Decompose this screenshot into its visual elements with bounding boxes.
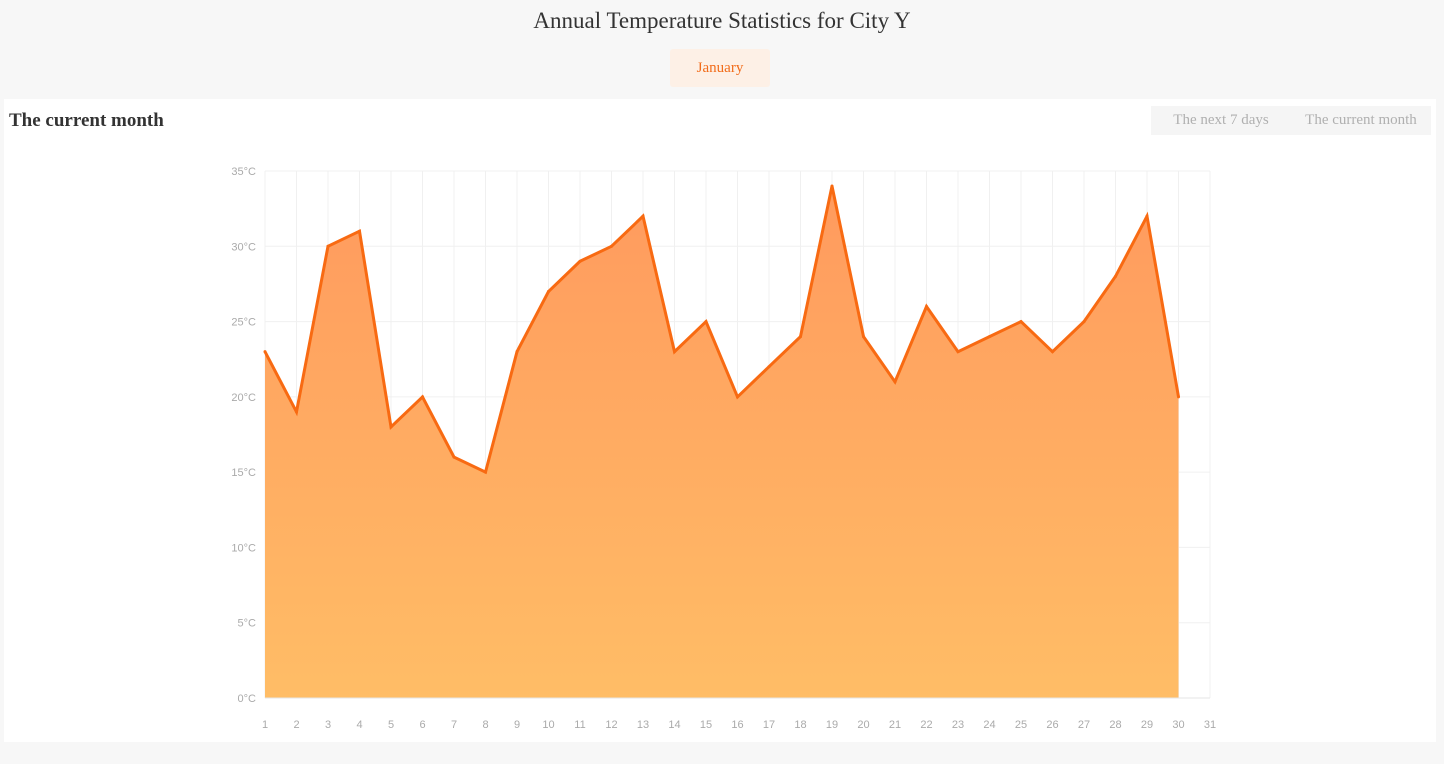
data-point <box>1051 350 1054 354</box>
x-tick-label: 21 <box>889 719 901 731</box>
data-point <box>925 305 928 309</box>
x-tick-label: 5 <box>388 719 394 731</box>
data-point <box>767 365 771 369</box>
data-point <box>641 214 645 218</box>
data-point <box>358 229 361 233</box>
x-tick-label: 10 <box>542 719 554 731</box>
x-tick-label: 3 <box>325 719 331 731</box>
x-tick-label: 15 <box>700 719 712 731</box>
x-tick-label: 8 <box>482 719 488 731</box>
x-tick-label: 23 <box>952 719 964 731</box>
data-point <box>1145 214 1149 218</box>
x-tick-label: 18 <box>794 719 806 731</box>
data-point <box>578 259 582 263</box>
data-point <box>956 350 960 354</box>
data-point <box>515 350 519 354</box>
series-line <box>263 185 1180 475</box>
x-tick-label: 7 <box>451 719 457 731</box>
panel-title: The current month <box>9 110 164 131</box>
x-tick-label: 12 <box>605 719 617 731</box>
data-point <box>421 395 424 399</box>
range-toggle: The next 7 days The current month <box>1151 106 1431 135</box>
x-tick-label: 14 <box>668 719 680 731</box>
x-tick-label: 1 <box>262 719 268 731</box>
data-point <box>547 289 550 293</box>
y-tick-label: 15°C <box>231 467 256 479</box>
data-point <box>893 380 897 384</box>
y-tick-label: 25°C <box>231 317 256 329</box>
x-tick-label: 16 <box>731 719 743 731</box>
y-tick-label: 20°C <box>231 392 256 404</box>
x-tick-label: 27 <box>1078 719 1090 731</box>
data-point <box>1019 320 1023 324</box>
x-tick-label: 17 <box>763 719 775 731</box>
y-tick-label: 10°C <box>231 542 256 554</box>
series-area <box>265 186 1179 698</box>
data-point <box>295 410 298 414</box>
month-tab-active[interactable]: January <box>670 49 770 87</box>
x-tick-label: 22 <box>920 719 932 731</box>
data-point <box>830 184 834 188</box>
data-point <box>452 455 456 459</box>
data-point <box>389 425 393 429</box>
range-option-current-month[interactable]: The current month <box>1305 112 1417 128</box>
data-point <box>1114 274 1117 278</box>
x-tick-label: 13 <box>637 719 649 731</box>
data-point <box>610 244 613 248</box>
data-point <box>1177 395 1180 399</box>
data-point <box>736 395 739 399</box>
data-point <box>1082 320 1086 324</box>
x-tick-label: 25 <box>1015 719 1027 731</box>
page-title: Annual Temperature Statistics for City Y <box>533 8 911 33</box>
x-tick-label: 31 <box>1204 719 1216 731</box>
x-tick-label: 28 <box>1109 719 1121 731</box>
chart-axes: 0°C5°C10°C15°C20°C25°C30°C35°C1 2 3 4 5 6 7 8 9 1… <box>231 166 1216 731</box>
x-tick-label: 2 <box>293 719 299 731</box>
data-point <box>704 320 708 324</box>
y-tick-label: 5°C <box>238 618 257 630</box>
x-tick-label: 6 <box>419 719 425 731</box>
chart-area-layer <box>263 184 1180 698</box>
x-tick-label: 4 <box>356 719 362 731</box>
x-tick-label: 19 <box>826 719 838 731</box>
y-tick-label: 35°C <box>231 166 256 178</box>
data-point <box>484 470 487 474</box>
y-tick-label: 30°C <box>231 241 256 253</box>
range-option-next-7-days[interactable]: The next 7 days <box>1173 112 1269 128</box>
data-point <box>263 350 267 354</box>
x-tick-label: 24 <box>983 719 995 731</box>
data-point <box>673 350 676 354</box>
data-point <box>799 335 802 339</box>
x-tick-label: 30 <box>1172 719 1184 731</box>
x-tick-label: 9 <box>514 719 520 731</box>
x-tick-label: 20 <box>857 719 869 731</box>
x-tick-label: 26 <box>1046 719 1058 731</box>
data-point <box>326 244 330 248</box>
x-tick-label: 29 <box>1141 719 1153 731</box>
x-tick-label: 11 <box>574 719 585 731</box>
data-point <box>862 335 865 339</box>
data-point <box>988 335 991 339</box>
y-tick-label: 0°C <box>238 693 257 705</box>
